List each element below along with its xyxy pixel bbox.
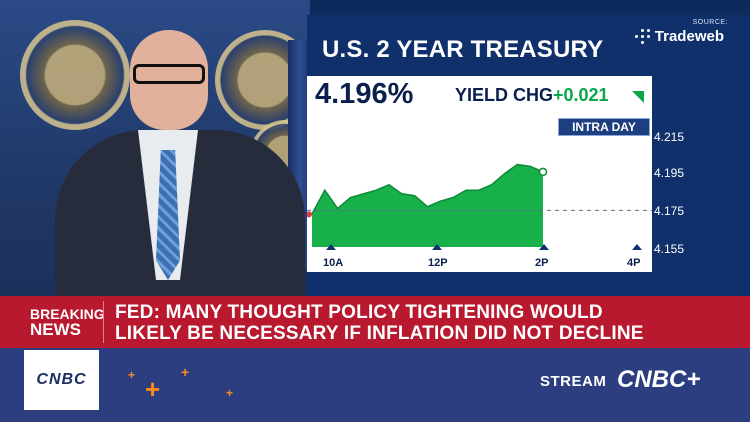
cnbc-logo: CNBC: [36, 371, 87, 388]
yield-value: 4.196%: [315, 78, 414, 110]
anchor-head: [130, 30, 208, 130]
breaking-news-label: BREAKING NEWS: [24, 296, 107, 348]
tradeweb-logo: Tradeweb: [634, 28, 724, 45]
breaking-label-line2: NEWS: [30, 320, 81, 339]
anchor-tie: [156, 150, 180, 280]
tradeweb-name: Tradeweb: [654, 28, 724, 45]
yield-band: [307, 76, 652, 112]
cnbc-logo-box: CNBC: [24, 350, 99, 410]
plus-icon: +: [145, 374, 161, 404]
plus-icon: +: [226, 386, 234, 400]
breaking-news-bar: [0, 296, 750, 348]
change-triangle-icon: [632, 91, 644, 103]
chart-title: U.S. 2 YEAR TREASURY: [322, 36, 604, 63]
x-tick-marker: [539, 244, 549, 250]
open-marker: [307, 211, 312, 218]
tradeweb-dots-icon: [634, 28, 651, 45]
yield-area: [312, 164, 543, 247]
yield-chart: [307, 163, 652, 250]
source-label: SOURCE:: [692, 19, 728, 26]
yield-change-value: +0.021: [553, 85, 609, 105]
last-point-marker: [538, 167, 548, 177]
y-tick-label: 4.155: [654, 242, 685, 256]
breaking-divider: [103, 301, 104, 343]
headline-line2: LIKELY BE NECESSARY IF INFLATION DID NOT…: [115, 323, 644, 344]
stream-label: STREAM: [540, 373, 607, 390]
x-tick-marker: [632, 244, 642, 250]
cnbc-plus-logo: CNBC+: [617, 366, 701, 393]
headline-line1: FED: MANY THOUGHT POLICY TIGHTENING WOUL…: [115, 302, 603, 323]
plus-icon: +: [181, 364, 190, 380]
x-tick-marker: [326, 244, 336, 250]
x-tick-label: 4P: [627, 257, 641, 269]
intraday-badge: INTRA DAY: [558, 118, 650, 136]
fed-seal-left: [20, 20, 130, 130]
x-tick-label: 2P: [535, 257, 549, 269]
y-tick-label: 4.175: [654, 204, 685, 218]
yield-line: [311, 163, 544, 215]
y-tick-label: 4.215: [654, 130, 685, 144]
headline: FED: MANY THOUGHT POLICY TIGHTENING WOUL…: [115, 302, 740, 344]
x-tick-label: 12P: [428, 257, 448, 269]
x-axis-band: [307, 250, 652, 272]
bottom-bar: [0, 348, 750, 422]
anchor-glasses: [133, 64, 205, 84]
breaking-label-line1: BREAKING: [30, 306, 105, 322]
x-tick-marker: [432, 244, 442, 250]
plus-icon: +: [128, 368, 136, 382]
y-tick-label: 4.195: [654, 166, 685, 180]
yield-change-label: YIELD CHG: [455, 85, 554, 105]
x-tick-label: 10A: [323, 257, 344, 269]
